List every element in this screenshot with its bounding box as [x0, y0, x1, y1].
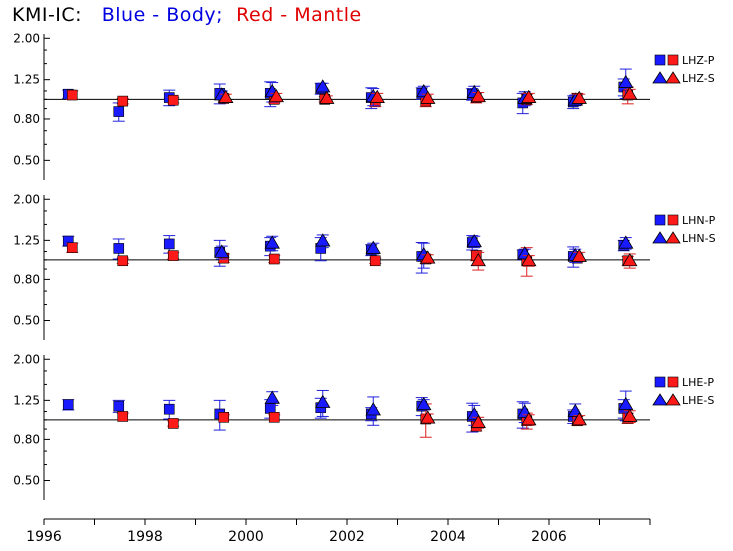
title-red-legend: Red - Mantle: [236, 4, 362, 26]
data-point-triangle: [315, 233, 331, 247]
y-tick-label: 0.80: [13, 272, 40, 286]
legend-square-mantle: [667, 214, 679, 226]
legend-triangle-body: [652, 71, 668, 84]
data-point-triangle: [264, 390, 280, 404]
data-point-square: [163, 403, 175, 415]
data-point-triangle: [571, 248, 587, 262]
data-point-triangle: [470, 88, 486, 103]
data-point-triangle: [420, 410, 436, 424]
data-point-square: [167, 250, 179, 261]
panel-3: 2.00 1.25 0.80 0.50: [13, 352, 650, 500]
data-point-triangle: [365, 402, 381, 416]
data-point-square: [163, 238, 175, 250]
legend-label: LHN-P: [682, 214, 716, 227]
y-tick-label: 0.80: [13, 112, 40, 126]
legend-label: LHZ-S: [682, 72, 715, 85]
legend-triangle-mantle: [665, 231, 681, 244]
legend-3: LHE-P LHE-S: [652, 376, 714, 407]
data-point-triangle: [618, 235, 634, 249]
y-tick-label: 0.50: [13, 153, 40, 167]
legend-label: LHE-S: [682, 394, 714, 407]
data-point-square: [66, 89, 78, 101]
y-tick-label: 0.50: [13, 473, 40, 487]
y-tick-label: 1.25: [13, 233, 40, 247]
data-point-triangle: [319, 90, 335, 104]
y-tick-label: 1.25: [13, 393, 40, 407]
data-point-triangle: [521, 89, 537, 103]
x-axis: 1996 1998 2000 2002 2004 2006: [26, 518, 651, 545]
data-point-square: [369, 255, 381, 267]
legend-triangle-body: [652, 231, 668, 244]
data-point-triangle: [571, 90, 587, 104]
legend-triangle-mantle: [665, 393, 681, 406]
x-tick-label: 1998: [127, 529, 163, 545]
legend-label: LHZ-P: [682, 54, 715, 67]
legend-triangle-body: [652, 393, 668, 406]
y-tick-label: 0.50: [13, 313, 40, 327]
data-point-square: [113, 106, 125, 117]
data-point-square: [167, 418, 179, 429]
legend-square-body: [654, 54, 666, 66]
data-point-triangle: [420, 90, 436, 104]
legend-1: LHZ-P LHZ-S: [652, 54, 715, 85]
data-point-square: [268, 411, 280, 423]
data-point-triangle: [470, 414, 486, 428]
data-point-triangle: [618, 74, 634, 88]
data-point-square: [218, 411, 230, 423]
data-point-triangle: [622, 86, 638, 100]
x-tick-label: 2006: [531, 529, 567, 545]
data-point-triangle: [466, 233, 482, 248]
data-point-square: [117, 411, 129, 422]
x-tick-label: 2000: [228, 529, 264, 545]
data-point-triangle: [218, 89, 234, 103]
legend-square-body: [654, 376, 666, 388]
x-tick-label: 1996: [26, 529, 62, 545]
data-point-triangle: [416, 396, 432, 411]
data-point-triangle: [470, 252, 486, 267]
data-point-triangle: [622, 252, 638, 267]
data-point-square: [117, 255, 129, 267]
panel-2: 2.00 1.25 0.80 0.50: [13, 192, 650, 340]
data-point-square: [268, 253, 280, 265]
data-point-triangle: [622, 408, 638, 422]
data-point-triangle: [521, 412, 537, 426]
data-point-triangle: [315, 394, 331, 408]
data-point-square: [62, 399, 74, 410]
data-point-triangle: [618, 396, 634, 411]
legend-triangle-mantle: [665, 71, 681, 84]
x-tick-label: 2004: [430, 529, 466, 545]
data-point-triangle: [571, 412, 587, 426]
data-point-triangle: [420, 250, 436, 264]
chart-title: KMI-IC: Blue - Body; Red - Mantle: [12, 4, 362, 26]
y-tick-label: 1.25: [13, 73, 40, 87]
data-point-square: [117, 95, 129, 107]
y-tick-label: 2.00: [13, 192, 40, 206]
data-point-square: [66, 242, 78, 253]
data-point-square: [113, 400, 125, 412]
y-tick-label: 2.00: [13, 352, 40, 366]
legend-square-mantle: [667, 376, 679, 388]
data-point-triangle: [268, 88, 284, 103]
data-point-triangle: [264, 235, 280, 249]
x-tick-label: 2002: [329, 529, 365, 545]
legend-label: LHE-P: [682, 376, 714, 389]
panel-1: 2.00 1.25 0.80 0.50: [13, 31, 650, 180]
data-point-triangle: [365, 240, 381, 254]
legend-label: LHN-S: [682, 232, 716, 245]
y-tick-label: 2.00: [13, 31, 40, 45]
data-point-triangle: [214, 244, 230, 258]
data-point-square: [113, 243, 125, 254]
data-point-triangle: [521, 252, 537, 267]
data-point-square: [167, 94, 179, 106]
title-blue-legend: Blue - Body;: [101, 4, 224, 26]
legend-2: LHN-P LHN-S: [652, 214, 716, 245]
data-point-triangle: [315, 79, 331, 93]
y-tick-label: 0.80: [13, 432, 40, 446]
legend-square-body: [654, 214, 666, 226]
title-station: KMI-IC:: [12, 4, 83, 26]
legend-square-mantle: [667, 54, 679, 66]
data-point-triangle: [369, 89, 385, 103]
